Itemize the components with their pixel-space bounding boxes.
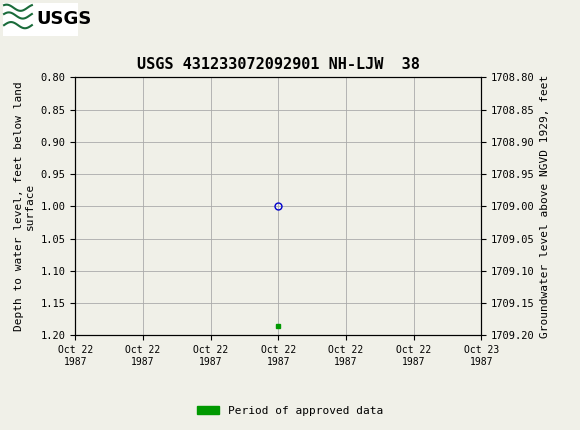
Title: USGS 431233072092901 NH-LJW  38: USGS 431233072092901 NH-LJW 38: [137, 57, 420, 72]
FancyBboxPatch shape: [3, 3, 78, 36]
Text: USGS: USGS: [36, 10, 91, 28]
Legend: Period of approved data: Period of approved data: [193, 401, 387, 420]
Y-axis label: Depth to water level, feet below land
surface: Depth to water level, feet below land su…: [13, 82, 35, 331]
Y-axis label: Groundwater level above NGVD 1929, feet: Groundwater level above NGVD 1929, feet: [541, 75, 550, 338]
